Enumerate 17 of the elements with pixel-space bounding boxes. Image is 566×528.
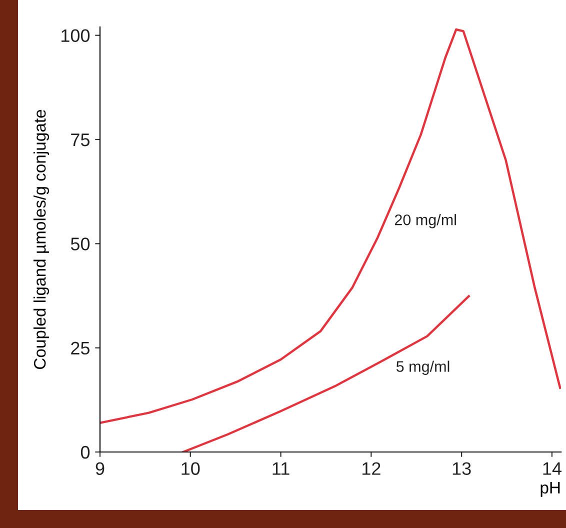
x-tick-label: 14 — [543, 462, 562, 475]
series-label: 5 mg/ml — [396, 360, 450, 375]
y-tick-label: 25 — [71, 342, 90, 355]
y-tick-label: 100 — [62, 29, 90, 42]
line-series — [182, 295, 470, 452]
x-tick-label: 12 — [362, 462, 380, 475]
x-tick-label: 11 — [272, 462, 290, 475]
series-label: 20 mg/ml — [394, 214, 456, 228]
x-tick-label: 13 — [452, 462, 471, 475]
y-tick-label: 50 — [70, 238, 90, 250]
y-tick-label: 0 — [80, 446, 90, 459]
x-axis-title: pH — [540, 482, 560, 497]
line-series — [100, 28, 561, 424]
y-tick-label: 75 — [71, 134, 90, 146]
x-tick-label: 9 — [96, 462, 104, 475]
x-tick-label: 10 — [182, 462, 200, 475]
y-axis-title: Coupled ligand µmoles/g conjugate — [34, 110, 50, 369]
